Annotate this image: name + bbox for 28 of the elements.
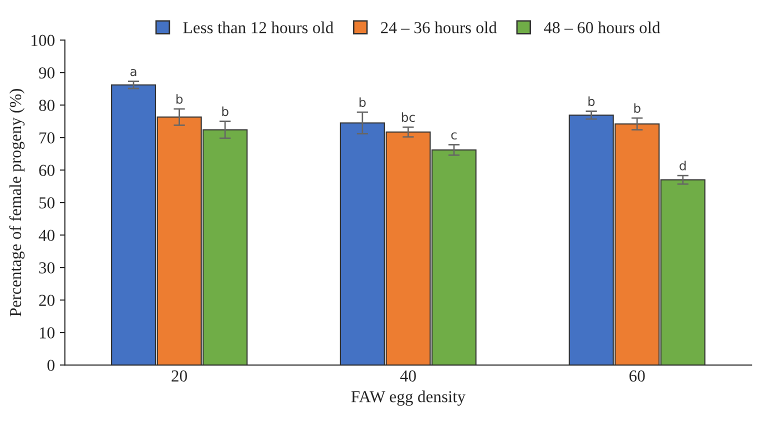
annotation: b — [634, 103, 640, 113]
y-tick-label: 50 — [39, 197, 54, 209]
y-tick-label: 60 — [39, 164, 54, 176]
x-tick-label: 40 — [400, 370, 416, 382]
annotation: b — [588, 96, 595, 106]
y-tick-label: 10 — [40, 327, 54, 338]
annotation: c — [451, 132, 457, 140]
x-tick-label: 20 — [172, 370, 188, 382]
legend-label: 48 – 60 hours old — [544, 22, 660, 34]
annotation: b — [176, 94, 183, 104]
y-axis-title: Percentage of female progeny (%) — [9, 89, 25, 316]
y-tick-label: 70 — [40, 132, 54, 144]
y-tick-label: 30 — [39, 262, 54, 274]
legend-label: Less than 12 hours old — [183, 22, 334, 34]
y-tick-label: 80 — [39, 100, 54, 112]
y-tick-label: 90 — [39, 67, 54, 79]
annotation: bc — [402, 112, 415, 122]
annotation: b — [222, 106, 228, 116]
x-tick-label: 60 — [629, 370, 645, 382]
x-axis-title: FAW egg density — [351, 390, 466, 406]
y-tick-label: 20 — [39, 294, 54, 306]
y-tick-label: 40 — [38, 230, 54, 241]
annotation: b — [360, 97, 366, 108]
annotation: a — [130, 68, 136, 76]
legend-label: 24 – 36 hours old — [381, 22, 497, 34]
y-tick-label: 0 — [47, 360, 54, 371]
annotation: d — [680, 160, 686, 170]
y-tick-label: 100 — [32, 34, 54, 46]
